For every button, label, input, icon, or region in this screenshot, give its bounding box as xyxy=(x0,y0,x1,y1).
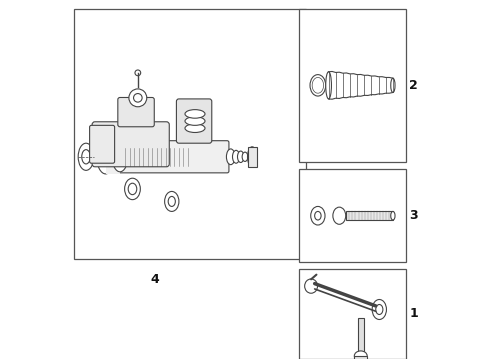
Ellipse shape xyxy=(242,152,248,161)
Ellipse shape xyxy=(82,150,90,164)
Bar xyxy=(298,9,406,162)
Bar xyxy=(298,269,406,359)
Text: 2: 2 xyxy=(409,79,418,92)
Ellipse shape xyxy=(305,279,318,293)
Bar xyxy=(247,147,257,167)
Bar xyxy=(354,356,367,360)
Text: 3: 3 xyxy=(409,209,418,222)
Ellipse shape xyxy=(112,142,128,172)
Bar xyxy=(346,211,393,220)
Bar xyxy=(74,9,306,258)
Bar xyxy=(106,140,120,174)
FancyBboxPatch shape xyxy=(118,141,229,173)
Text: 1: 1 xyxy=(409,307,418,320)
Ellipse shape xyxy=(134,94,142,102)
Ellipse shape xyxy=(124,178,140,200)
Ellipse shape xyxy=(168,197,175,206)
Ellipse shape xyxy=(129,89,147,107)
Ellipse shape xyxy=(97,140,115,174)
Ellipse shape xyxy=(315,211,321,220)
Ellipse shape xyxy=(391,211,395,220)
Ellipse shape xyxy=(226,149,235,165)
Ellipse shape xyxy=(310,75,326,96)
Ellipse shape xyxy=(232,150,240,163)
Ellipse shape xyxy=(333,207,346,224)
Ellipse shape xyxy=(78,143,94,170)
Ellipse shape xyxy=(185,110,205,118)
Text: 4: 4 xyxy=(150,273,159,286)
FancyBboxPatch shape xyxy=(90,125,115,163)
Ellipse shape xyxy=(247,147,257,167)
Bar xyxy=(298,169,406,262)
Ellipse shape xyxy=(185,124,205,132)
Ellipse shape xyxy=(372,300,387,319)
FancyBboxPatch shape xyxy=(176,99,212,143)
Ellipse shape xyxy=(391,78,395,93)
Ellipse shape xyxy=(128,183,137,195)
Ellipse shape xyxy=(376,305,383,315)
FancyBboxPatch shape xyxy=(118,98,154,127)
FancyBboxPatch shape xyxy=(92,122,169,167)
Ellipse shape xyxy=(135,70,141,76)
Bar xyxy=(358,319,364,354)
Ellipse shape xyxy=(165,192,179,211)
Ellipse shape xyxy=(354,351,367,360)
Ellipse shape xyxy=(326,72,331,99)
Ellipse shape xyxy=(311,206,325,225)
Ellipse shape xyxy=(185,117,205,125)
Ellipse shape xyxy=(238,151,244,162)
